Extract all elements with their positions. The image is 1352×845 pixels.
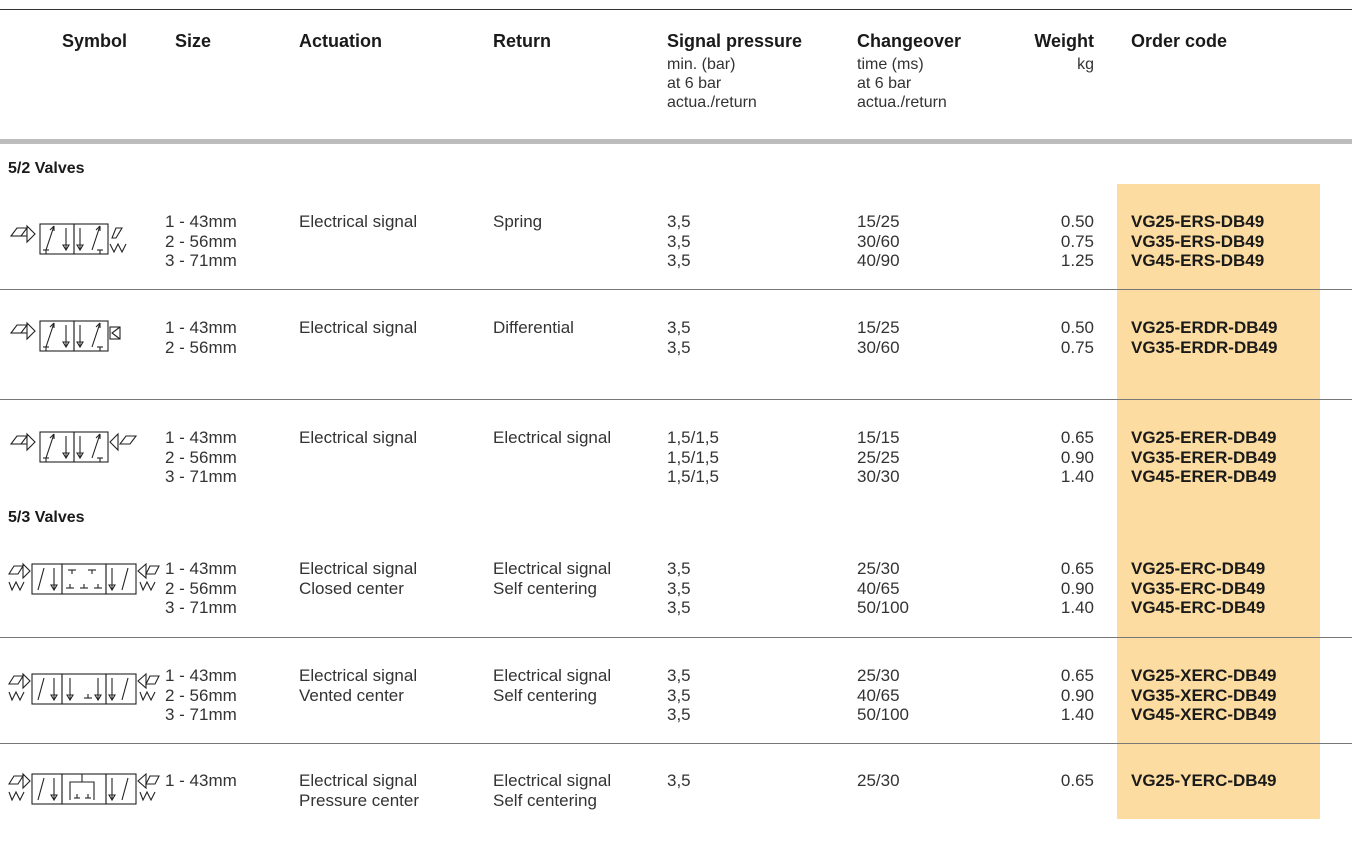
row5-weight: 0.65 0.90 1.40 — [1060, 666, 1094, 724]
header-changeover: Changeover — [857, 31, 962, 51]
section-title-5-2: 5/2 Valves — [8, 160, 85, 177]
valve-symbol-double-solenoid — [8, 428, 160, 472]
row2-size: 1 - 43mm 2 - 56mm — [165, 318, 237, 357]
row-separator — [0, 289, 1352, 290]
row1-signal-pressure: 3,5 3,5 3,5 — [667, 212, 691, 270]
row1-size: 1 - 43mm 2 - 56mm 3 - 71mm — [165, 212, 237, 270]
row6-changeover: 25/30 — [857, 771, 900, 790]
row6-weight: 0.65 — [1060, 771, 1094, 790]
row3-return: Electrical signal — [493, 428, 612, 447]
row1-changeover: 15/25 30/60 40/90 — [857, 212, 900, 270]
row3-actuation: Electrical signal — [299, 428, 418, 447]
header-signal-pressure-sub: min. (bar) at 6 bar actua./return — [667, 56, 757, 111]
row-separator — [0, 399, 1352, 400]
row3-size: 1 - 43mm 2 - 56mm 3 - 71mm — [165, 428, 237, 486]
row5-changeover: 25/30 40/65 50/100 — [857, 666, 909, 724]
row1-actuation: Electrical signal — [299, 212, 418, 231]
row2-order-codes: VG25-ERDR-DB49 VG35-ERDR-DB49 — [1131, 318, 1278, 357]
row6-return: Electrical signal Self centering — [493, 771, 612, 810]
row5-return: Electrical signal Self centering — [493, 666, 612, 705]
valve-symbol-closed-center — [8, 560, 160, 604]
top-rule — [0, 9, 1352, 10]
row1-order-codes: VG25-ERS-DB49 VG35-ERS-DB49 VG45-ERS-DB4… — [1131, 212, 1265, 270]
row-separator — [0, 743, 1352, 744]
row1-weight: 0.50 0.75 1.25 — [1060, 212, 1094, 270]
row3-signal-pressure: 1,5/1,5 1,5/1,5 1,5/1,5 — [667, 428, 719, 486]
valve-symbol-spring-return — [8, 220, 160, 264]
row3-weight: 0.65 0.90 1.40 — [1060, 428, 1094, 486]
row6-actuation: Electrical signal Pressure center — [299, 771, 419, 810]
header-changeover-sub: time (ms) at 6 bar actua./return — [857, 56, 947, 111]
valve-symbol-pressure-center — [8, 770, 160, 814]
row5-order-codes: VG25-XERC-DB49 VG35-XERC-DB49 VG45-XERC-… — [1131, 666, 1277, 724]
header-weight-unit: kg — [1077, 56, 1094, 73]
row5-size: 1 - 43mm 2 - 56mm 3 - 71mm — [165, 666, 237, 724]
row2-signal-pressure: 3,5 3,5 — [667, 318, 691, 357]
header-actuation: Actuation — [299, 31, 382, 51]
row5-signal-pressure: 3,5 3,5 3,5 — [667, 666, 691, 724]
row4-actuation: Electrical signal Closed center — [299, 559, 418, 598]
row4-signal-pressure: 3,5 3,5 3,5 — [667, 559, 691, 617]
row2-return: Differential — [493, 318, 574, 337]
row4-order-codes: VG25-ERC-DB49 VG35-ERC-DB49 VG45-ERC-DB4… — [1131, 559, 1266, 617]
row1-return: Spring — [493, 212, 543, 231]
row4-size: 1 - 43mm 2 - 56mm 3 - 71mm — [165, 559, 237, 617]
row2-weight: 0.50 0.75 — [1060, 318, 1094, 357]
header-signal-pressure: Signal pressure — [667, 31, 803, 51]
row3-order-codes: VG25-ERER-DB49 VG35-ERER-DB49 VG45-ERER-… — [1131, 428, 1277, 486]
header-return: Return — [493, 31, 551, 51]
header-order-code: Order code — [1131, 31, 1228, 51]
header-rule — [0, 139, 1352, 144]
header-size: Size — [175, 31, 212, 51]
row4-return: Electrical signal Self centering — [493, 559, 612, 598]
row6-size: 1 - 43mm — [165, 771, 237, 790]
valve-symbol-differential-return — [8, 317, 160, 361]
header-symbol: Symbol — [62, 31, 128, 51]
row4-weight: 0.65 0.90 1.40 — [1060, 559, 1094, 617]
valve-symbol-vented-center — [8, 670, 160, 714]
row6-order-codes: VG25-YERC-DB49 — [1131, 771, 1277, 790]
header-weight: Weight — [1034, 31, 1094, 51]
row6-signal-pressure: 3,5 — [667, 771, 691, 790]
row2-actuation: Electrical signal — [299, 318, 418, 337]
row5-actuation: Electrical signal Vented center — [299, 666, 418, 705]
row4-changeover: 25/30 40/65 50/100 — [857, 559, 909, 617]
row-separator — [0, 637, 1352, 638]
section-title-5-3: 5/3 Valves — [8, 509, 85, 526]
row2-changeover: 15/25 30/60 — [857, 318, 900, 357]
row3-changeover: 15/15 25/25 30/30 — [857, 428, 900, 486]
